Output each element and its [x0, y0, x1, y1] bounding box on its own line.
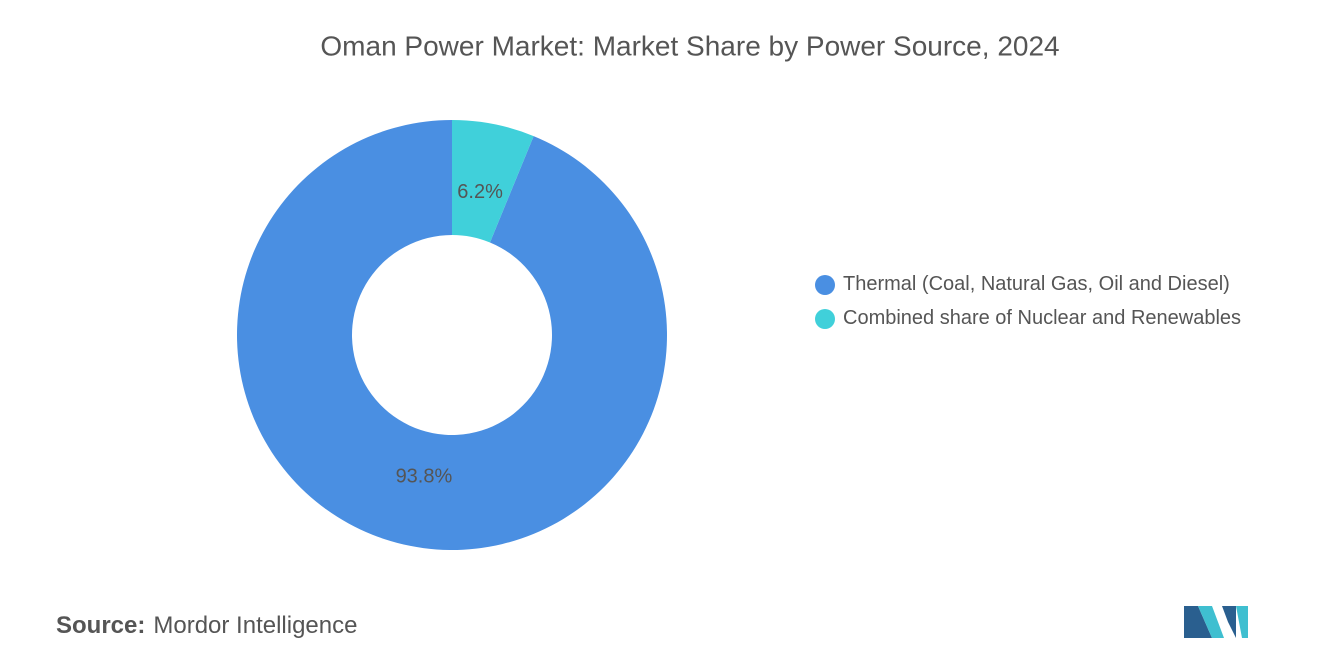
slice — [237, 120, 668, 550]
source-label: Source: — [56, 612, 146, 639]
legend-item: Thermal (Coal, Natural Gas, Oil and Dies… — [815, 270, 1285, 298]
data-label: 93.8% — [396, 466, 453, 488]
chart-title: Oman Power Market: Market Share by Power… — [320, 30, 1059, 61]
legend-item: Combined share of Nuclear and Renewables — [815, 304, 1285, 332]
source: Source: Mordor Intelligence — [56, 612, 357, 640]
legend-label: Thermal (Coal, Natural Gas, Oil and Dies… — [843, 273, 1230, 295]
chart: Oman Power Market: Market Share by Power… — [237, 30, 1060, 550]
data-label: 6.2% — [457, 181, 503, 203]
legend-swatch — [815, 309, 835, 329]
legend: Thermal (Coal, Natural Gas, Oil and Dies… — [815, 270, 1285, 338]
legend-label: Combined share of Nuclear and Renewables — [843, 307, 1242, 329]
source-text: Mordor Intelligence — [153, 612, 358, 639]
slice — [452, 120, 534, 243]
logo — [1184, 606, 1248, 638]
legend-swatch — [815, 275, 835, 295]
